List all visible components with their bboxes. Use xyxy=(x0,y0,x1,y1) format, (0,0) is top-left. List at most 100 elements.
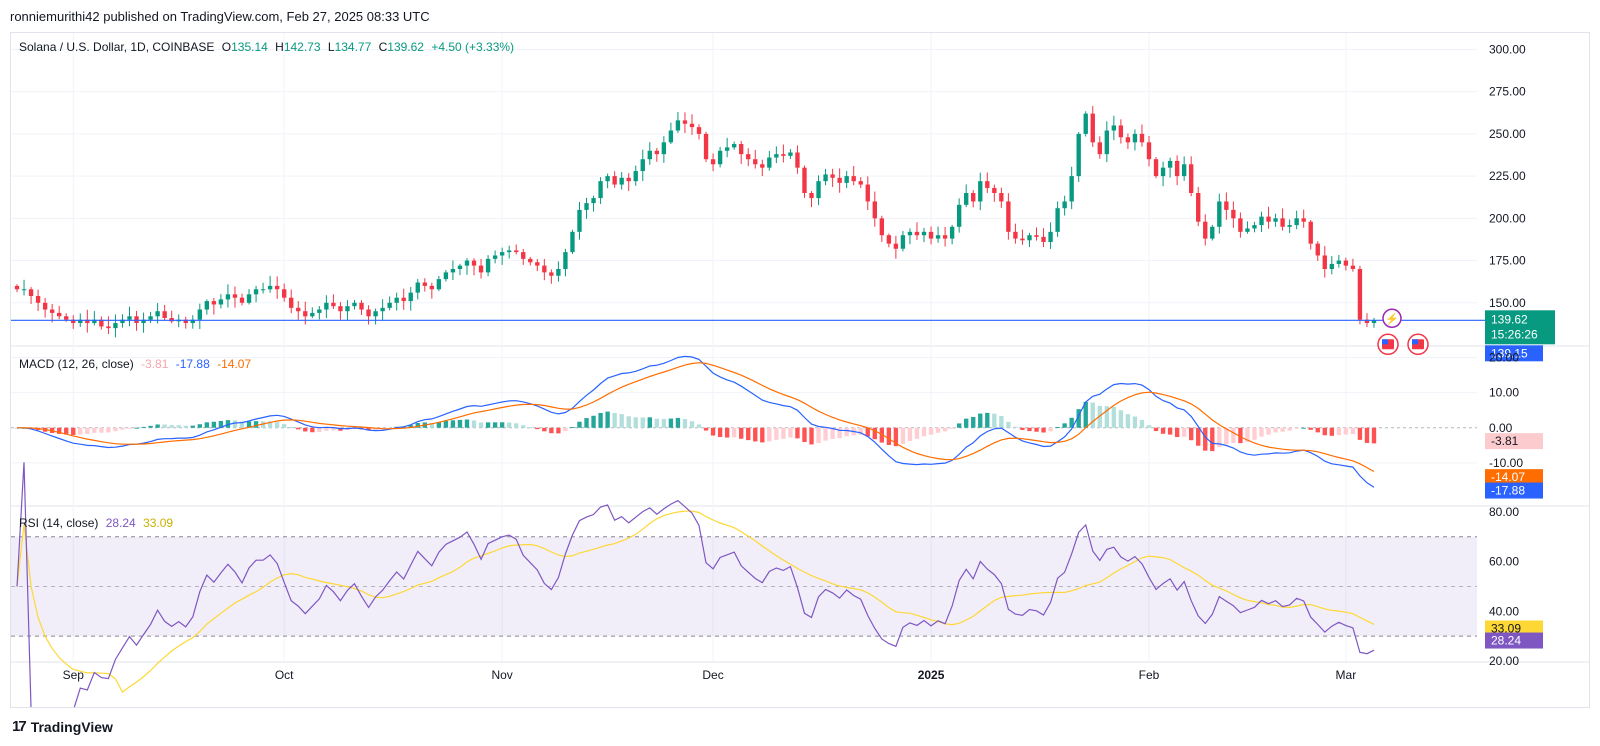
candle-body xyxy=(914,231,920,236)
candle-body xyxy=(549,272,554,276)
macd-histogram-bar xyxy=(1266,427,1271,435)
low-label: L xyxy=(327,40,335,54)
macd-title[interactable]: MACD (12, 26, close) xyxy=(19,357,134,371)
lightning-event-icon[interactable] xyxy=(1382,308,1402,329)
candle-body xyxy=(359,302,364,310)
macd-histogram-bar xyxy=(837,427,842,439)
macd-histogram-bar xyxy=(682,419,688,428)
macd-axis-label: 10.00 xyxy=(1489,386,1519,400)
candle-body xyxy=(485,258,491,273)
candle-body xyxy=(225,294,231,300)
rsi-ma-tag-value: 33.09 xyxy=(1491,621,1521,635)
rsi-value: 28.24 xyxy=(105,516,136,530)
tradingview-brand[interactable]: 17 TradingView xyxy=(12,718,113,735)
candle-body xyxy=(724,147,730,151)
close-value: 139.62 xyxy=(387,40,424,54)
candle-body xyxy=(1273,218,1278,222)
candle-body xyxy=(865,184,870,202)
macd-histogram-bar xyxy=(373,427,378,431)
macd-histogram-bar xyxy=(1210,427,1215,452)
macd-histogram-bar xyxy=(492,422,498,428)
macd-histogram-bar xyxy=(802,427,807,443)
candle-body xyxy=(1111,125,1117,131)
rsi-title[interactable]: RSI (14, close) xyxy=(19,516,99,530)
candle-body xyxy=(408,292,413,302)
candle-body xyxy=(317,309,322,313)
macd-histogram-bar xyxy=(1343,427,1349,435)
candle-body xyxy=(1259,216,1264,226)
macd-histogram-bar xyxy=(134,427,139,429)
candle-body xyxy=(1055,208,1060,232)
macd-hist-tag xyxy=(1485,433,1543,450)
macd-histogram-bar xyxy=(331,427,336,431)
macd-histogram-bar xyxy=(774,427,779,440)
macd-histogram-bar xyxy=(310,427,315,433)
candle-body xyxy=(1287,225,1292,227)
us-flag-canton-icon xyxy=(1382,339,1388,345)
low-price-tag xyxy=(1485,345,1543,362)
macd-histogram-bar xyxy=(886,427,892,445)
candle-body xyxy=(21,289,27,291)
macd-histogram-bar xyxy=(914,427,920,439)
macd-histogram-bar xyxy=(767,427,772,442)
candle-body xyxy=(1076,133,1081,177)
candle-body xyxy=(879,218,885,236)
macd-histogram-bar xyxy=(1062,423,1067,428)
candle-body xyxy=(1364,319,1370,324)
macd-histogram-bar xyxy=(1364,427,1370,443)
macd-histogram-bar xyxy=(893,427,899,447)
macd-histogram-bar xyxy=(985,412,990,428)
candle-body xyxy=(696,127,702,134)
macd-histogram-bar xyxy=(450,420,456,428)
candle-body xyxy=(992,187,997,193)
candle-body xyxy=(64,316,69,320)
rsi-axis-label: 20.00 xyxy=(1489,654,1519,668)
candle-body xyxy=(598,181,603,199)
candle-body xyxy=(668,130,674,143)
macd-histogram-bar xyxy=(844,427,849,437)
macd-histogram-bar xyxy=(717,427,723,438)
macd-histogram-bar xyxy=(282,424,287,428)
candle-body xyxy=(310,312,315,317)
macd-histogram-bar xyxy=(1308,427,1313,430)
macd-histogram-bar xyxy=(113,427,118,432)
macd-signal-tag xyxy=(1485,469,1543,486)
candle-body xyxy=(928,231,934,239)
macd-histogram-bar xyxy=(858,427,863,435)
macd-histogram-bar xyxy=(1280,427,1285,432)
candle-body xyxy=(464,260,470,266)
candle-body xyxy=(450,269,456,273)
macd-axis-label: -10.00 xyxy=(1489,456,1523,470)
macd-histogram-bar xyxy=(225,420,231,428)
macd-histogram-bar xyxy=(612,412,617,428)
change-value: +4.50 (+3.33%) xyxy=(431,40,515,54)
candle-body xyxy=(886,235,892,244)
macd-histogram-bar xyxy=(739,427,744,439)
candle-body xyxy=(521,252,526,259)
candle-body xyxy=(1167,160,1173,168)
macd-histogram-bar xyxy=(218,420,224,428)
macd-histogram-bar xyxy=(1013,426,1018,428)
candle-body xyxy=(985,181,990,188)
macd-histogram-bar xyxy=(1076,409,1081,428)
candle-body xyxy=(190,319,195,324)
rsi-ma-tag xyxy=(1485,620,1543,637)
candle-body xyxy=(232,294,238,298)
macd-histogram-bar xyxy=(408,425,413,428)
macd-line xyxy=(17,355,1375,488)
symbol-label[interactable]: Solana / U.S. Dollar, 1D, COINBASE xyxy=(19,40,215,54)
macd-histogram-bar xyxy=(211,421,217,428)
macd-histogram-bar xyxy=(274,422,280,428)
macd-histogram-bar xyxy=(689,421,695,428)
macd-histogram-bar xyxy=(710,427,716,436)
candle-body xyxy=(1315,243,1320,256)
candle-body xyxy=(893,243,899,249)
chart-canvas[interactable]: Sep Oct Nov Dec 2025 Feb Mar 150.00 175.00 200.00… xyxy=(11,33,1589,707)
candle-body xyxy=(162,311,167,318)
macd-histogram-bar xyxy=(1118,410,1124,428)
macd-hist-value: -3.81 xyxy=(141,357,169,371)
macd-histogram-bar xyxy=(900,427,906,444)
chart-frame: Sep Oct Nov Dec 2025 Feb Mar 150.00 175.00 200.00… xyxy=(10,32,1590,708)
candle-body xyxy=(816,181,821,199)
candle-body xyxy=(471,260,477,266)
